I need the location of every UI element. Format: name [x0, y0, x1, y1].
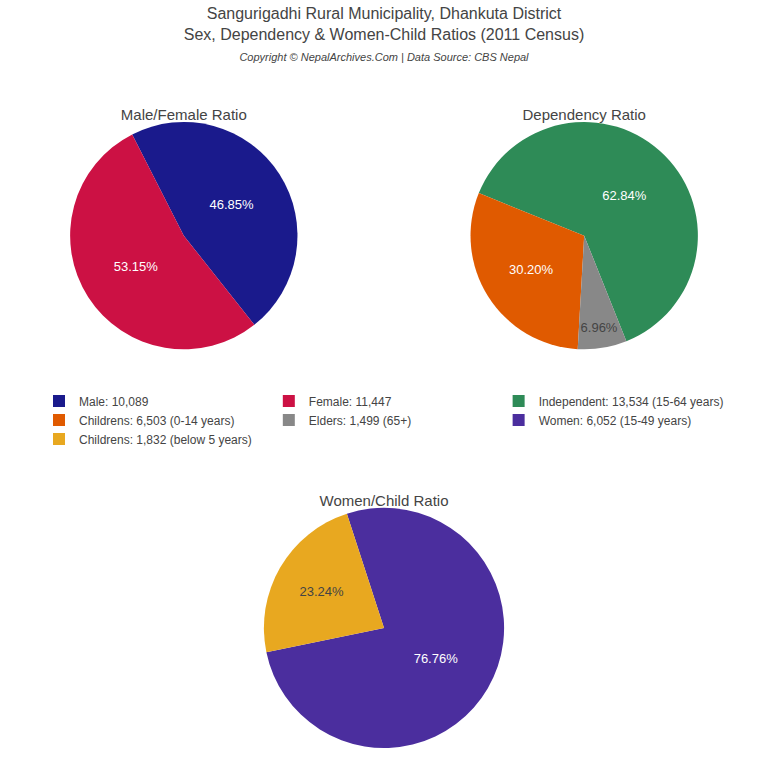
- svg-text:46.85%: 46.85%: [209, 197, 254, 212]
- svg-text:Male/Female Ratio: Male/Female Ratio: [121, 106, 247, 123]
- svg-text:Sangurigadhi Rural Municipalit: Sangurigadhi Rural Municipality, Dhankut…: [184, 5, 585, 63]
- svg-text:Independent: 13,534 (15-64 yea: Independent: 13,534 (15-64 years): [539, 395, 724, 409]
- svg-text:Female: 11,447: Female: 11,447: [309, 395, 392, 409]
- svg-text:Childrens: 6,503 (0-14 years): Childrens: 6,503 (0-14 years): [79, 414, 234, 428]
- svg-text:Women: 6,052 (15-49 years): Women: 6,052 (15-49 years): [539, 414, 692, 428]
- svg-text:Women/Child Ratio: Women/Child Ratio: [320, 492, 449, 509]
- svg-text:Elders: 1,499 (65+): Elders: 1,499 (65+): [309, 414, 411, 428]
- svg-text:76.76%: 76.76%: [414, 651, 459, 666]
- svg-text:53.15%: 53.15%: [114, 259, 159, 274]
- svg-text:62.84%: 62.84%: [602, 188, 647, 203]
- svg-text:30.20%: 30.20%: [509, 262, 554, 277]
- svg-text:23.24%: 23.24%: [299, 584, 344, 599]
- svg-text:Dependency Ratio: Dependency Ratio: [522, 106, 645, 123]
- svg-text:Male: 10,089: Male: 10,089: [79, 395, 149, 409]
- svg-text:Childrens: 1,832 (below 5 year: Childrens: 1,832 (below 5 years): [79, 433, 252, 447]
- svg-text:6.96%: 6.96%: [581, 320, 618, 335]
